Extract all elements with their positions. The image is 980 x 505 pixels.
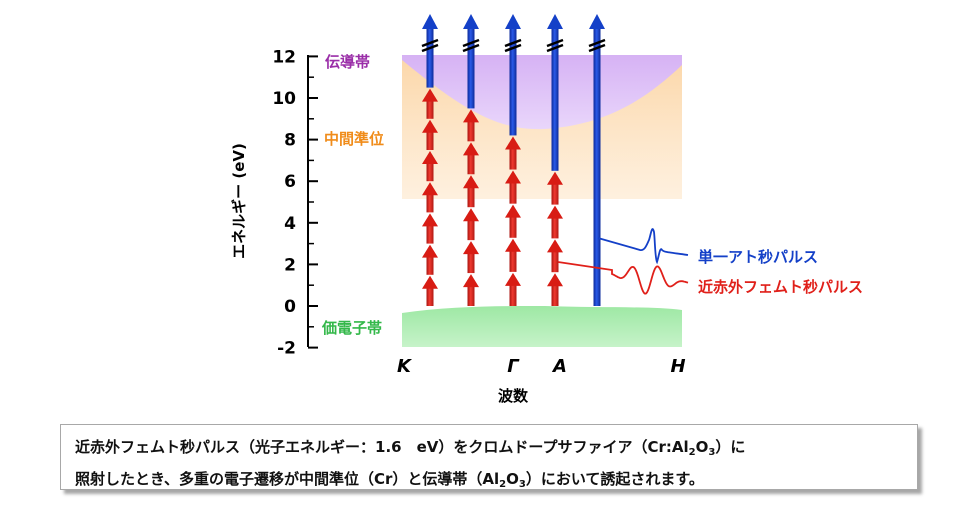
k-point-label-H: H <box>670 356 685 377</box>
red-transition-arrow <box>422 88 438 119</box>
red-transition-arrow <box>463 175 479 208</box>
red-transition-arrow <box>422 213 438 244</box>
red-transition-arrow <box>547 171 563 205</box>
attosecond-pulse-label: 単一アト秒パルス <box>698 248 818 266</box>
blue-conduction-arrow <box>546 14 564 171</box>
y-tick-label: 2 <box>284 255 296 275</box>
intermediate-band-label: 中間準位 <box>324 130 384 148</box>
red-transition-arrow <box>505 238 521 272</box>
blue-conduction-arrow <box>421 14 439 88</box>
red-transition-arrow <box>505 204 521 238</box>
valence-band <box>402 306 682 347</box>
y-tick-label: 4 <box>284 214 296 234</box>
attosecond-pulse-waveform <box>597 228 689 265</box>
red-transition-arrow <box>422 151 438 182</box>
caption-text: 照射したとき、多重の電子遷移が中間準位（Cr）と伝導帯（Al <box>75 470 500 488</box>
red-transition-arrow <box>463 208 479 241</box>
red-transition-arrow <box>463 241 479 274</box>
y-tick-label: 10 <box>272 89 296 109</box>
caption-subscript: 3 <box>708 447 716 458</box>
femtosecond-pulse-waveform <box>557 261 689 295</box>
k-point-label-Gamma: Γ <box>507 356 520 377</box>
y-tick-label: 0 <box>284 297 296 317</box>
red-transition-arrow <box>547 205 563 239</box>
y-tick-label: 12 <box>272 47 296 67</box>
caption-text: O <box>695 438 709 456</box>
y-tick-label: -2 <box>277 339 296 359</box>
caption-text: 近赤外フェムト秒パルス（光子エネルギー：1.6 eV）をクロムドープサファイア（… <box>75 438 689 456</box>
red-transition-arrow <box>547 273 563 306</box>
k-point-label-A: A <box>551 356 567 377</box>
x-axis-label: 波数 <box>498 387 529 405</box>
caption-text: ）において誘起されます。 <box>525 470 704 488</box>
caption-subscript: 2 <box>688 447 696 458</box>
conduction-band-label: 伝導帯 <box>325 53 370 71</box>
red-transition-arrow <box>505 136 521 170</box>
caption-box: 近赤外フェムト秒パルス（光子エネルギー：1.6 eV）をクロムドープサファイア（… <box>60 424 918 490</box>
femtosecond-pulse-label: 近赤外フェムト秒パルス <box>698 278 863 296</box>
red-transition-arrow <box>422 275 438 306</box>
red-transition-arrow <box>505 170 521 204</box>
red-transition-arrow <box>422 119 438 150</box>
red-transition-arrow <box>463 274 479 306</box>
red-transition-arrow <box>463 109 479 142</box>
red-transition-arrow <box>463 142 479 175</box>
valence-band-label: 価電子帯 <box>321 319 382 337</box>
blue-conduction-arrow <box>588 14 606 306</box>
y-ticks: 12 10 8 6 4 2 0 -2 <box>272 47 318 359</box>
caption-text: O <box>506 470 519 488</box>
blue-conduction-arrow <box>504 14 522 136</box>
blue-conduction-arrow <box>462 14 480 109</box>
caption-subscript: 3 <box>518 479 526 490</box>
red-transition-arrow <box>422 244 438 275</box>
transition-columns <box>421 14 606 306</box>
red-transition-arrow <box>505 272 521 306</box>
caption-text: ）に <box>715 438 746 456</box>
caption-line-2: 照射したとき、多重の電子遷移が中間準位（Cr）と伝導帯（Al2O3）において誘起… <box>75 466 903 498</box>
y-tick-label: 8 <box>284 131 296 151</box>
caption-subscript: 2 <box>499 479 507 490</box>
caption-line-1: 近赤外フェムト秒パルス（光子エネルギー：1.6 eV）をクロムドープサファイア（… <box>75 434 903 466</box>
red-transition-arrow <box>547 239 563 273</box>
red-transition-arrow <box>422 182 438 213</box>
y-axis-label: エネルギー (eV) <box>230 143 248 259</box>
y-tick-label: 6 <box>284 172 296 192</box>
energy-band-diagram: 12 10 8 6 4 2 0 -2 エネルギー (eV) 伝導帯 中間準位 価電子帯 単一ア… <box>230 14 863 405</box>
k-point-label-K: K <box>397 356 413 377</box>
